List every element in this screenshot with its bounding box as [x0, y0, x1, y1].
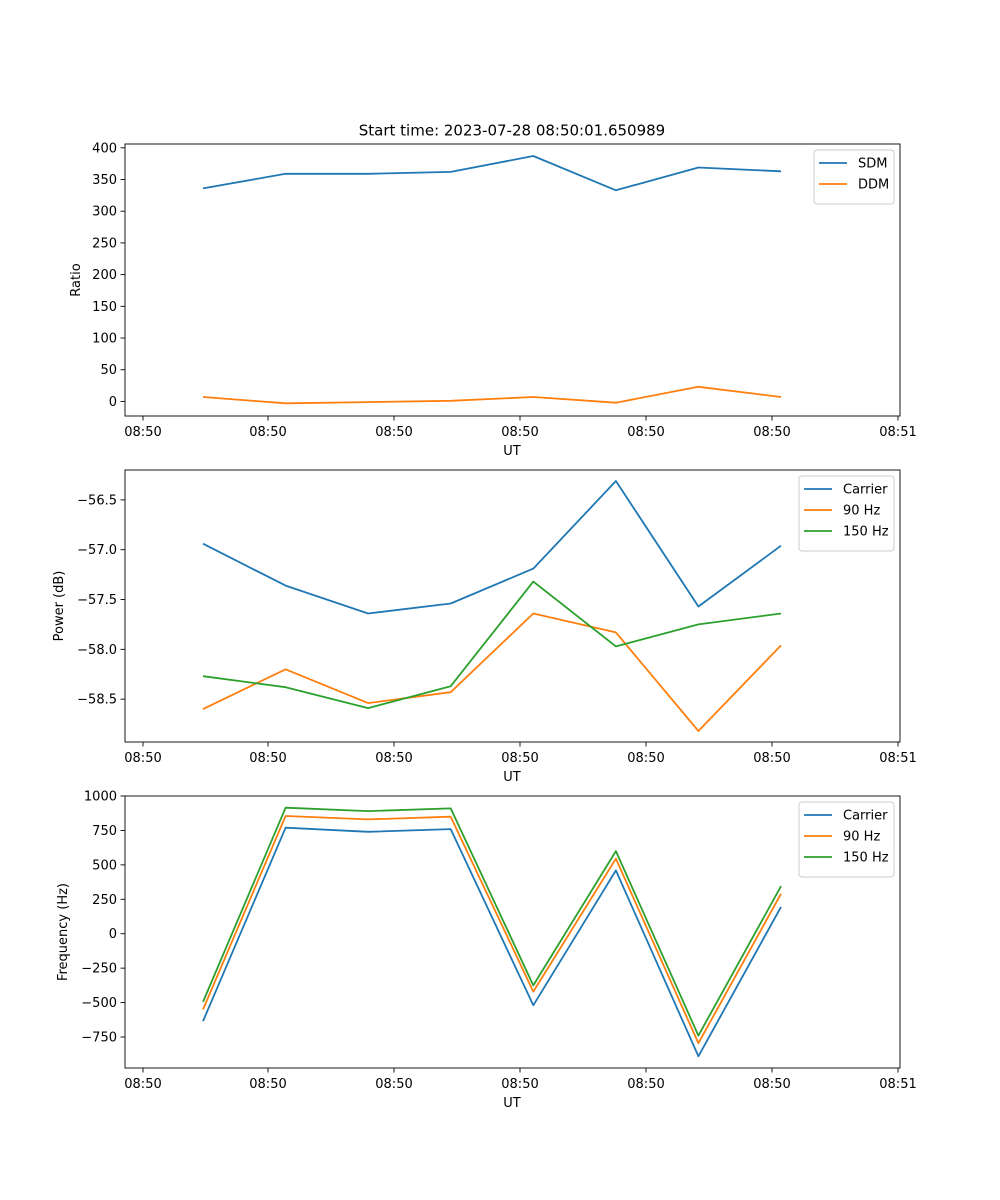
x-tick-label: 08:50 [375, 425, 412, 440]
x-tick-label: 08:50 [753, 1077, 790, 1092]
x-tick-label: 08:50 [627, 751, 664, 766]
y-tick-label: 500 [92, 858, 117, 873]
x-tick-label: 08:50 [375, 751, 412, 766]
y-tick-label: 150 [92, 300, 117, 315]
y-tick-label: 0 [109, 927, 117, 942]
panels: 08:50 08:50 08:50 08:50 08:50 08:50 08:51 0 50 10… [52, 141, 917, 1111]
chart-panel-3: 08:50 08:50 08:50 08:50 08:50 08:50 08:51 −750 −… [56, 790, 917, 1112]
series-line-sdm [202, 155, 782, 192]
y-tick-label: −250 [81, 962, 117, 977]
series-line-ddm [202, 385, 782, 405]
x-tick-label: 08:50 [249, 425, 286, 440]
y-tick-label: −57.0 [77, 543, 117, 558]
y-tick-label: 300 [92, 205, 117, 220]
plot-frame [124, 795, 901, 1069]
series-line-90-hz [202, 815, 782, 1045]
y-tick-label: −56.5 [77, 493, 117, 508]
legend: Carrier 90 Hz 150 Hz [798, 475, 895, 552]
y-tick-label: 1000 [84, 790, 117, 805]
chart-panel-2: 08:50 08:50 08:50 08:50 08:50 08:50 08:51 −58.5… [52, 469, 917, 785]
x-tick-label: 08:50 [124, 751, 161, 766]
y-tick-label: −58.5 [77, 693, 117, 708]
y-tick-label: 250 [92, 893, 117, 908]
x-axis-label: UT [503, 770, 521, 785]
legend-label: 150 Hz [843, 851, 889, 866]
y-tick-label: 50 [100, 363, 117, 378]
x-tick-label: 08:50 [753, 425, 790, 440]
x-tick-label: 08:50 [627, 1077, 664, 1092]
x-tick-label: 08:51 [879, 1077, 916, 1092]
y-tick-label: −750 [81, 1031, 117, 1046]
x-tick-label: 08:50 [124, 1077, 161, 1092]
y-tick-label: −500 [81, 996, 117, 1011]
series-line-90-hz [202, 612, 782, 732]
legend-label: Carrier [843, 809, 888, 824]
x-tick-label: 08:50 [375, 1077, 412, 1092]
legend-box [798, 801, 895, 878]
chart-title: Start time: 2023-07-28 08:50:01.650989 [359, 122, 665, 140]
y-tick-label: 100 [92, 332, 117, 347]
legend: SDM DDM [813, 149, 895, 205]
series-line-carrier [202, 480, 782, 615]
x-axis-label: UT [503, 1096, 521, 1111]
x-tick-label: 08:50 [501, 751, 538, 766]
x-tick-label: 08:50 [501, 425, 538, 440]
x-tick-label: 08:50 [249, 1077, 286, 1092]
legend-label: 90 Hz [843, 504, 880, 519]
series-line-150-hz [202, 806, 782, 1037]
y-axis-label: Power (dB) [52, 571, 67, 642]
y-tick-label: 200 [92, 268, 117, 283]
y-tick-label: 250 [92, 236, 117, 251]
legend-label: SDM [858, 157, 887, 172]
chart-panel-1: 08:50 08:50 08:50 08:50 08:50 08:50 08:51 0 50 10… [69, 141, 917, 459]
legend-box [798, 475, 895, 552]
legend-label: DDM [858, 178, 889, 193]
y-tick-label: 400 [92, 141, 117, 156]
y-tick-label: 0 [109, 395, 117, 410]
plot-frame [124, 143, 901, 417]
x-tick-label: 08:50 [627, 425, 664, 440]
y-tick-label: −57.5 [77, 593, 117, 608]
plot-frame [124, 469, 901, 743]
x-tick-label: 08:51 [879, 751, 916, 766]
legend: Carrier 90 Hz 150 Hz [798, 801, 895, 878]
series-line-150-hz [202, 580, 782, 709]
legend-label: 150 Hz [843, 525, 889, 540]
x-tick-label: 08:50 [124, 425, 161, 440]
x-tick-label: 08:50 [753, 751, 790, 766]
x-tick-label: 08:51 [879, 425, 916, 440]
y-tick-label: 350 [92, 173, 117, 188]
y-tick-label: −58.0 [77, 643, 117, 658]
y-tick-label: 750 [92, 824, 117, 839]
legend-label: 90 Hz [843, 830, 880, 845]
y-axis-label: Ratio [69, 263, 84, 296]
x-tick-label: 08:50 [501, 1077, 538, 1092]
x-axis-label: UT [503, 444, 521, 459]
legend-label: Carrier [843, 483, 888, 498]
y-axis-label: Frequency (Hz) [56, 883, 71, 981]
x-tick-label: 08:50 [249, 751, 286, 766]
series-line-carrier [202, 826, 782, 1058]
